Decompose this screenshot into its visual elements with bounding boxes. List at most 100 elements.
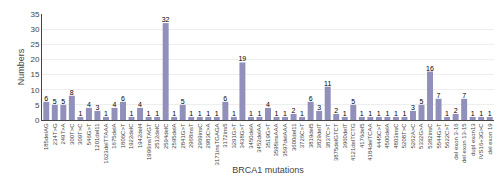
svg-text:309T>C: 309T>C [77, 123, 83, 145]
svg-text:4: 4 [266, 101, 270, 108]
svg-text:35: 35 [30, 10, 39, 19]
svg-text:5208T>C: 5208T>C [401, 123, 407, 149]
svg-text:1: 1 [275, 110, 279, 117]
svg-text:1: 1 [130, 110, 134, 117]
svg-text:1675delA: 1675delA [111, 123, 117, 148]
svg-text:3726C>T: 3726C>T [299, 123, 305, 148]
svg-text:4445C>T: 4445C>T [376, 123, 382, 148]
svg-text:3172ins5: 3172ins5 [222, 123, 228, 148]
svg-text:4176del5: 4176del5 [359, 123, 365, 148]
svg-text:1: 1 [385, 110, 389, 117]
svg-text:1: 1 [198, 110, 202, 117]
svg-text:19: 19 [238, 55, 246, 62]
svg-text:6: 6 [121, 95, 125, 102]
svg-text:3600del11: 3600del11 [291, 123, 297, 151]
svg-text:1: 1 [283, 110, 287, 117]
svg-text:2968insT: 2968insT [188, 123, 194, 148]
svg-text:0: 0 [35, 116, 40, 125]
svg-text:8: 8 [70, 89, 74, 96]
svg-text:1: 1 [206, 110, 210, 117]
svg-text:5: 5 [420, 98, 424, 105]
svg-text:del exon 19: del exon 19 [487, 123, 493, 155]
svg-text:1: 1 [249, 110, 253, 117]
svg-text:Numbers: Numbers [16, 48, 26, 85]
svg-text:5332G>A: 5332G>A [418, 123, 424, 149]
svg-text:1806C>T: 1806C>T [120, 123, 126, 148]
svg-text:5382insC: 5382insC [427, 123, 433, 149]
svg-text:2: 2 [292, 107, 296, 114]
svg-text:1: 1 [104, 110, 108, 117]
svg-text:1: 1 [377, 110, 381, 117]
svg-text:del exon 13-15: del exon 13-15 [461, 123, 467, 163]
svg-text:3: 3 [95, 104, 99, 111]
svg-text:1: 1 [402, 110, 406, 117]
svg-text:1: 1 [479, 110, 483, 117]
svg-text:2983C>A: 2983C>A [205, 123, 211, 148]
svg-text:6: 6 [309, 95, 313, 102]
svg-text:1: 1 [215, 110, 219, 117]
svg-text:1922delC: 1922delC [129, 123, 135, 149]
svg-text:11: 11 [324, 80, 331, 87]
svg-text:16: 16 [426, 65, 434, 72]
svg-text:3438G>T: 3438G>T [239, 123, 245, 149]
svg-text:7: 7 [462, 92, 466, 99]
svg-text:3452delAA: 3452delAA [256, 123, 262, 152]
svg-text:4500delA: 4500delA [384, 123, 390, 148]
svg-text:3829delT: 3829delT [316, 123, 322, 148]
svg-text:3450delA: 3450delA [248, 123, 254, 148]
svg-text:15: 15 [30, 70, 39, 79]
svg-text:4803insC: 4803insC [393, 123, 399, 149]
svg-text:1996insTAGT: 1996insTAGT [146, 123, 152, 160]
svg-text:3875delGTCT: 3875delGTCT [333, 123, 339, 161]
svg-text:2: 2 [454, 107, 458, 114]
svg-text:5262A>C: 5262A>C [410, 123, 416, 149]
svg-text:1: 1 [368, 110, 372, 117]
svg-text:BRCA1 mutations: BRCA1 mutations [232, 165, 304, 175]
svg-text:2841G>T: 2841G>T [180, 123, 186, 149]
svg-text:1623delTTAAA: 1623delTTAAA [103, 123, 109, 163]
svg-text:3597delAAA: 3597delAAA [282, 123, 288, 156]
svg-text:5: 5 [35, 101, 40, 110]
svg-text:3598insAAA: 3598insAAA [273, 123, 279, 156]
svg-text:1: 1 [147, 110, 151, 117]
svg-text:1942del4: 1942del4 [137, 123, 143, 148]
svg-text:3960delT: 3960delT [342, 123, 348, 148]
svg-text:3837C>T: 3837C>T [325, 123, 331, 148]
svg-text:3519G>T: 3519G>T [265, 123, 271, 149]
svg-text:2595delA: 2595delA [171, 123, 177, 148]
svg-text:1: 1 [360, 110, 364, 117]
svg-text:1: 1 [257, 110, 261, 117]
svg-text:2969insC: 2969insC [197, 123, 203, 149]
svg-text:5544G>T: 5544G>T [436, 123, 442, 149]
svg-text:1: 1 [232, 110, 236, 117]
svg-text:5: 5 [351, 98, 355, 105]
svg-text:5: 5 [181, 98, 185, 105]
svg-text:del exon 3-16: del exon 3-16 [453, 123, 459, 160]
svg-text:546G>T: 546G>T [86, 123, 92, 145]
svg-text:2594delC: 2594delC [163, 123, 169, 149]
svg-text:3: 3 [317, 104, 321, 111]
svg-text:1: 1 [78, 110, 82, 117]
svg-text:4: 4 [87, 101, 91, 108]
svg-text:1: 1 [471, 110, 475, 117]
svg-text:4: 4 [138, 101, 142, 108]
svg-text:1201del11: 1201del11 [94, 123, 100, 151]
svg-text:20: 20 [30, 55, 39, 64]
svg-text:3: 3 [411, 104, 415, 111]
svg-text:2512delC: 2512delC [154, 123, 160, 149]
svg-text:1: 1 [189, 110, 193, 117]
svg-text:30: 30 [30, 25, 39, 34]
svg-text:3819del5: 3819del5 [308, 123, 314, 148]
svg-text:249T>A: 249T>A [60, 123, 66, 144]
svg-text:234T>G: 234T>G [52, 123, 58, 145]
svg-text:7: 7 [437, 92, 441, 99]
svg-text:185delAG: 185delAG [43, 123, 49, 150]
svg-text:10: 10 [30, 86, 39, 95]
svg-text:32: 32 [162, 16, 170, 23]
svg-text:6: 6 [223, 95, 227, 102]
svg-text:1: 1 [155, 110, 159, 117]
svg-text:300T>C: 300T>C [69, 123, 75, 145]
svg-text:4: 4 [112, 101, 116, 108]
svg-text:3171insTGAGA: 3171insTGAGA [214, 123, 220, 165]
svg-text:5: 5 [61, 98, 65, 105]
